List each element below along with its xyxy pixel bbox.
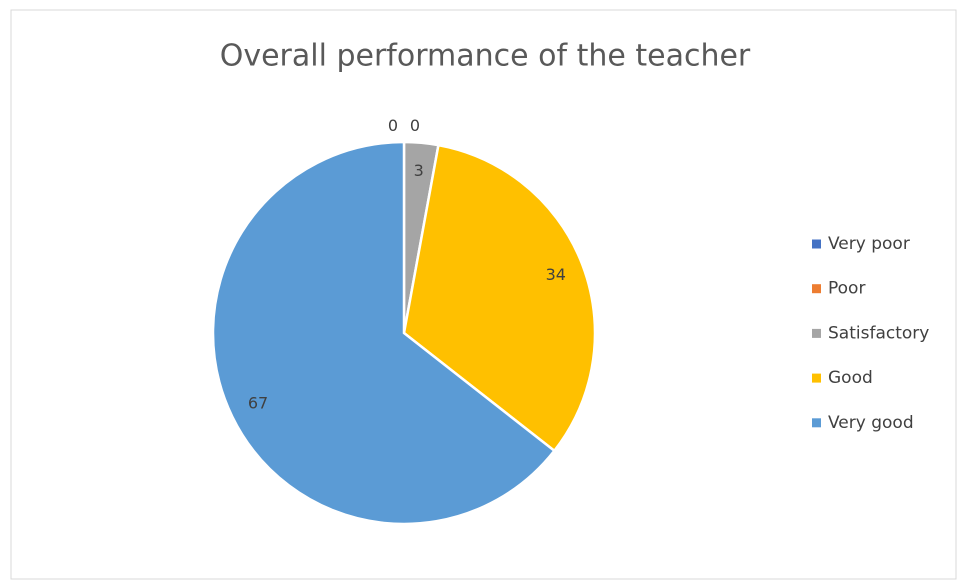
legend-swatch [812, 284, 821, 294]
data-label: 0 [388, 116, 398, 135]
data-label: 3 [414, 161, 424, 180]
legend-label: Very poor [828, 234, 910, 254]
data-label: 0 [410, 116, 420, 135]
legend-label: Good [828, 368, 873, 388]
legend-label: Poor [828, 279, 865, 299]
pie-slice [402, 143, 597, 453]
pie-slice [211, 140, 557, 526]
legend-swatch [812, 373, 821, 383]
legend-label: Satisfactory [828, 323, 929, 343]
legend-swatch [812, 418, 821, 428]
legend-label: Very good [828, 413, 914, 433]
data-label: 34 [546, 265, 566, 284]
chart-title: Overall performance of the teacher [220, 39, 751, 74]
data-label: 67 [248, 394, 268, 413]
legend-swatch [812, 328, 821, 338]
legend-swatch [812, 239, 821, 249]
